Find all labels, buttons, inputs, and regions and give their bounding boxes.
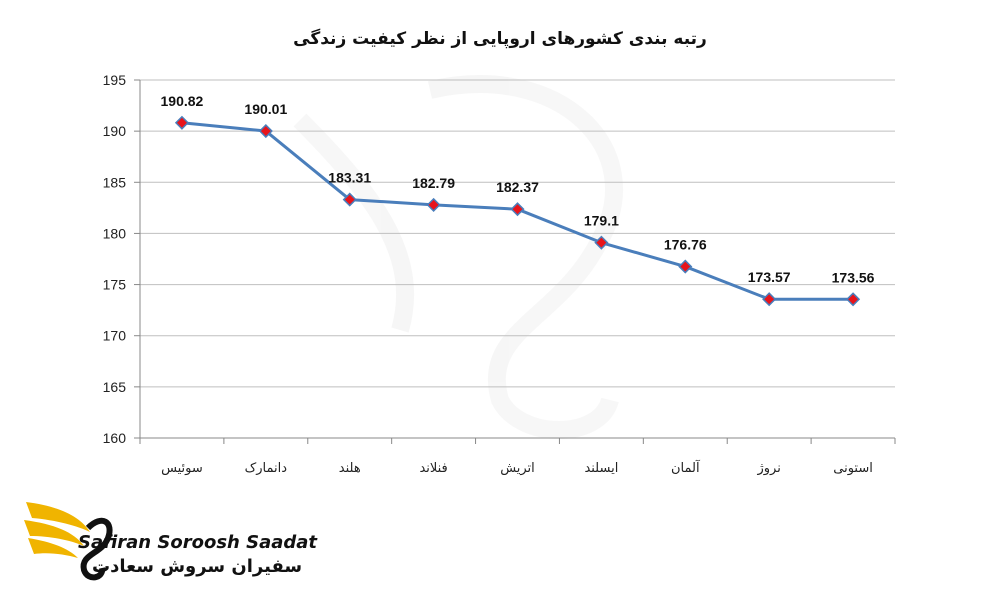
data-value-label: 179.1 — [584, 213, 619, 229]
x-category-label: ایسلند — [584, 461, 618, 476]
y-tick-label: 175 — [103, 277, 127, 293]
y-tick-label: 185 — [103, 174, 127, 190]
data-value-label: 182.79 — [412, 175, 455, 191]
chart-title: رتبه بندی کشورهای اروپایی از نظر کیفیت ز… — [293, 28, 707, 49]
y-tick-label: 170 — [103, 328, 127, 344]
data-point-marker — [678, 259, 693, 274]
x-category-label: فنلاند — [419, 461, 447, 476]
data-value-label: 182.37 — [496, 179, 539, 195]
data-value-label: 190.01 — [244, 101, 287, 117]
y-tick-label: 165 — [103, 379, 127, 395]
data-point-marker — [258, 123, 273, 139]
x-category-label: آلمان — [671, 459, 701, 476]
data-point-marker — [174, 115, 190, 130]
y-tick-label: 190 — [103, 123, 127, 139]
watermark-phoenix-icon — [293, 75, 623, 439]
x-category-label: هلند — [339, 461, 361, 476]
brand-name-en: Safiran Soroosh Saadat — [78, 532, 318, 553]
y-tick-label: 160 — [103, 430, 127, 446]
x-category-label: اتریش — [500, 461, 535, 476]
data-labels: 190.82 190.01 183.31 182.79 182.37 179.1 176.7… — [161, 93, 875, 286]
data-point-marker — [342, 192, 357, 207]
y-axis: 160 165 170 175 180 185 190 195 — [103, 72, 141, 446]
data-point-marker — [762, 292, 777, 307]
x-category-label: سوئیس — [161, 461, 203, 476]
data-point-marker — [426, 197, 441, 212]
data-value-label: 183.31 — [328, 170, 371, 186]
x-category-label: استونی — [833, 461, 873, 476]
y-tick-label: 195 — [103, 72, 127, 88]
series-markers — [174, 115, 861, 307]
y-tick-label: 180 — [103, 225, 127, 241]
x-category-label: دانمارک — [245, 461, 288, 476]
x-axis: سوئیس دانمارک هلند فنلاند اتریش ایسلند آلمان نر… — [139, 437, 896, 476]
brand-name-fa: سفیران سروش سعادت — [92, 556, 303, 577]
grid-lines — [140, 79, 895, 439]
gold-phoenix-logo-icon — [24, 502, 113, 581]
data-value-label: 190.82 — [161, 93, 204, 109]
data-point-marker — [845, 292, 861, 307]
data-value-label: 176.76 — [664, 237, 707, 253]
data-value-label: 173.56 — [832, 269, 875, 285]
data-point-marker — [510, 202, 525, 217]
data-point-marker — [594, 235, 609, 250]
x-category-label: نروژ — [756, 461, 780, 476]
data-value-label: 173.57 — [748, 269, 791, 285]
